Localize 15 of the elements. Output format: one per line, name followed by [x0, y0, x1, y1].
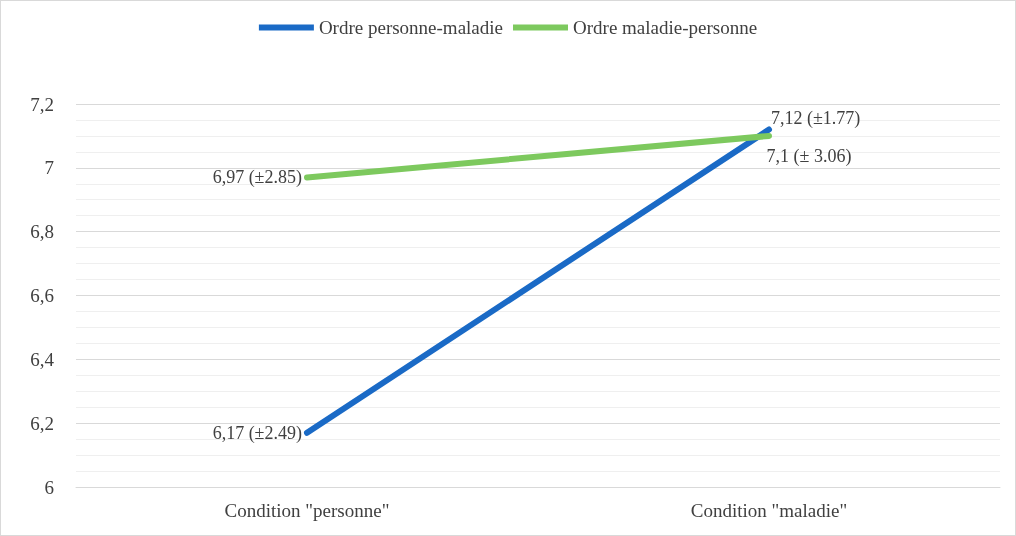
data-label: 6,97 (±2.85)	[212, 167, 302, 189]
y-tick-label: 6,2	[30, 412, 54, 434]
y-tick-label: 6,6	[30, 285, 54, 306]
y-tick-label: 7,2	[30, 93, 54, 115]
y-tick-label: 6,4	[30, 348, 55, 370]
y-tick-label: 6,8	[30, 221, 54, 243]
data-label: 7,12 (±1.77)	[771, 107, 861, 129]
x-tick-label: Condition "personne"	[224, 500, 390, 521]
data-label: 7,1 (± 3.06)	[766, 145, 852, 167]
legend-label: Ordre maladie-personne	[573, 17, 758, 38]
y-tick-label: 7	[44, 157, 54, 179]
y-tick-label: 6	[44, 476, 54, 498]
x-tick-label: Condition "maladie"	[690, 500, 848, 521]
legend-label: Ordre personne-maladie	[318, 17, 503, 38]
data-label: 6,17 (±2.49)	[212, 422, 302, 444]
